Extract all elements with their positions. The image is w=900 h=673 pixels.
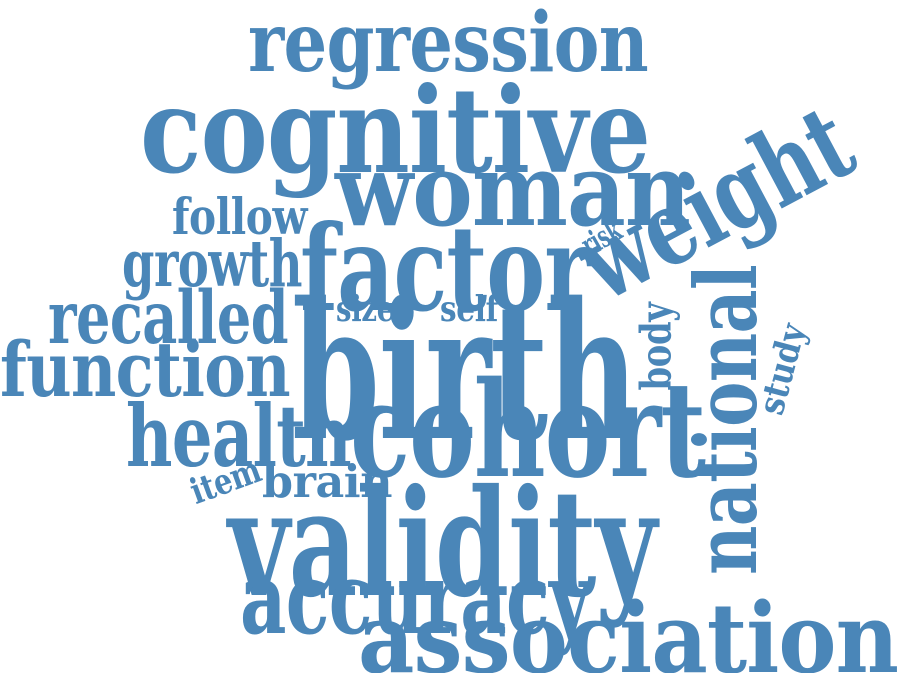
cloud-word-cohort: cohort: [350, 353, 706, 508]
cloud-word-woman: woman: [335, 131, 691, 249]
cloud-word-factor: factor: [300, 199, 591, 338]
cloud-word-growth: growth: [122, 226, 302, 302]
cloud-word-accuracy: accuracy: [240, 539, 591, 657]
cloud-word-size: size: [336, 289, 394, 330]
cloud-word-birth: birth: [292, 261, 638, 483]
cloud-word-recalled: recalled: [48, 275, 289, 361]
cloud-word-function: function: [0, 325, 291, 414]
cloud-word-regression: regression: [248, 0, 649, 91]
cloud-word-validity: validity: [228, 457, 657, 630]
cloud-word-health: health: [126, 387, 352, 487]
cloud-word-follow: follow: [172, 187, 307, 246]
cloud-word-brain: brain: [262, 455, 392, 508]
cloud-word-self: self: [440, 289, 498, 330]
cloud-word-association: association: [358, 581, 899, 673]
cloud-word-cognitive: cognitive: [140, 61, 651, 200]
